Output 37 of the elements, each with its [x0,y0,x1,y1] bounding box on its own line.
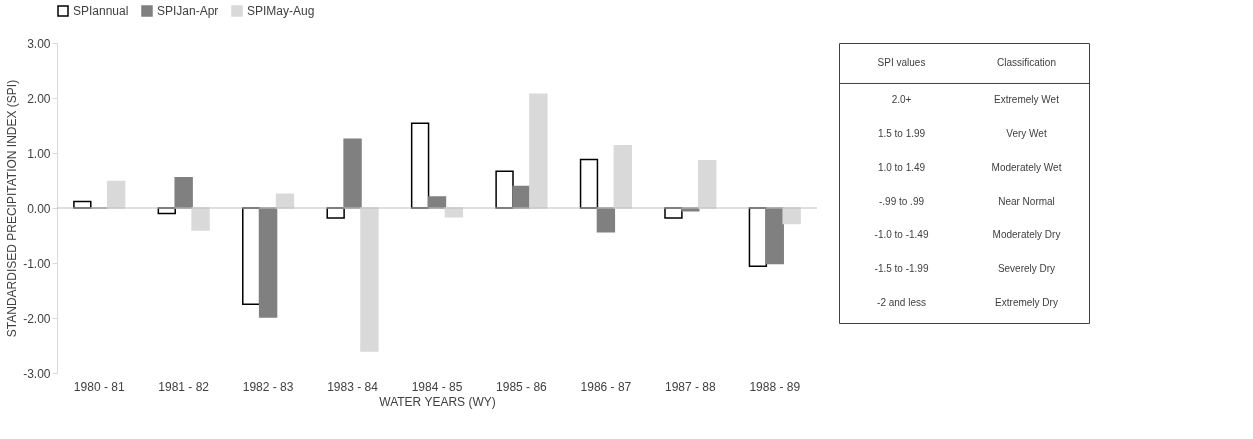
x-axis-title: WATER YEARS (WY) [379,394,496,409]
text: SPI values [877,57,926,69]
text: Extremely Dry [995,296,1058,308]
text: Moderately Dry [992,229,1061,241]
y-tick-label: -3.00 [23,366,51,381]
text: Extremely Wet [994,94,1060,106]
text: Severely Dry [997,263,1056,275]
legend-label: SPIMay-Aug [247,4,315,18]
y-tick-label: 0.00 [27,201,51,216]
x-tick-label: 1988 - 89 [749,379,801,394]
legend-label: SPIJan-Apr [157,4,219,18]
x-tick-label: 1985 - 86 [496,379,548,394]
x-tick-label: 1987 - 88 [664,379,717,394]
x-tick-label: 1984 - 85 [411,379,463,394]
text: Very Wet [1006,128,1047,140]
text: 2.0+ [891,94,912,106]
text: -2 and less [877,296,926,308]
y-tick-label: 2.00 [27,91,51,106]
x-tick-label: 1982 - 83 [242,379,294,394]
x-tick-label: 1983 - 84 [327,379,379,394]
text: -1.0 to -1.49 [874,229,929,241]
x-tick-label: 1980 - 81 [73,379,125,394]
x-tick-label: 1981 - 82 [158,379,210,394]
text: 1.0 to 1.49 [877,161,926,173]
text: -1.5 to -1.99 [874,263,929,275]
x-tick-label: 1986 - 87 [580,379,632,394]
text: 1.5 to 1.99 [877,128,926,140]
y-tick-label: -1.00 [23,256,51,271]
y-tick-label: 3.00 [27,36,51,51]
text: Classification [997,57,1056,69]
text: -.99 to .99 [878,195,925,207]
text: Moderately Wet [991,161,1062,173]
y-tick-label: -2.00 [23,311,51,326]
legend-label: SPIannual [73,4,129,18]
text: Near Normal [998,195,1055,207]
y-tick-label: 1.00 [27,146,51,161]
y-axis-title: STANDARDISED PRECIPITATION INDEX (SPI) [5,79,20,338]
